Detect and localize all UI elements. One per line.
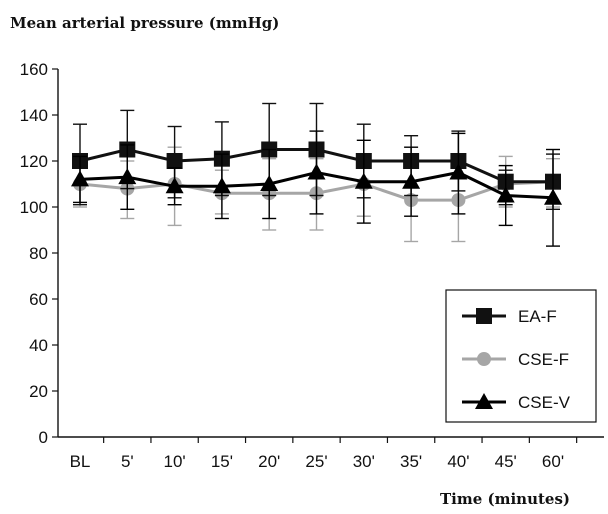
- legend-marker-ea-f: [476, 308, 492, 324]
- legend-marker-cse-v: [475, 393, 493, 409]
- cse-v-point: [402, 172, 421, 189]
- x-axis-title: Time (minutes): [440, 490, 570, 508]
- x-tick-label: 20': [258, 452, 280, 471]
- x-tick-label: 40': [447, 452, 469, 471]
- x-tick-label: 45': [495, 452, 517, 471]
- x-axis-ticks: BL 5' 10' 15' 20' 25' 30' 35' 40' 45' 60': [70, 437, 578, 471]
- y-tick-label: 100: [20, 198, 48, 217]
- cse-v-point: [260, 175, 279, 191]
- y-tick-label: 40: [29, 336, 48, 355]
- cse-v-point: [165, 177, 184, 194]
- x-tick-label: BL: [70, 452, 91, 471]
- x-tick-label: 60': [542, 452, 564, 471]
- cse-v-point: [71, 170, 89, 187]
- x-tick-label: 25': [305, 452, 327, 471]
- legend-label-cse-v: CSE-V: [518, 393, 571, 412]
- series-layer: [71, 102, 562, 247]
- legend-label-cse-f: CSE-F: [518, 350, 569, 369]
- y-axis-ticks: 0 20 40 60 80 100 120 140 160: [20, 60, 58, 447]
- y-tick-label: 120: [20, 152, 48, 171]
- ea-f-point: [166, 153, 183, 169]
- x-tick-label: 35': [400, 452, 422, 471]
- y-tick-label: 20: [29, 382, 48, 401]
- series-cse-v: [71, 130, 562, 247]
- y-tick-label: 0: [39, 428, 48, 447]
- x-tick-label: 5': [121, 452, 134, 471]
- legend-label-ea-f: EA-F: [518, 307, 557, 326]
- cse-v-point: [307, 163, 326, 180]
- legend: EA-F CSE-F CSE-V: [445, 289, 597, 423]
- x-tick-label: 10': [164, 452, 186, 471]
- legend-marker-cse-f: [477, 352, 491, 366]
- x-tick-label: 30': [353, 452, 375, 471]
- y-tick-label: 140: [20, 106, 48, 125]
- cse-v-point: [449, 163, 468, 180]
- cse-v-point: [354, 172, 373, 189]
- legend-box: [445, 289, 597, 423]
- cse-v-point: [118, 168, 137, 185]
- cse-v-point: [496, 186, 515, 203]
- x-tick-label: 15': [211, 452, 233, 471]
- y-tick-label: 60: [29, 290, 48, 309]
- y-tick-label: 80: [29, 244, 48, 263]
- cse-v-point: [544, 188, 562, 205]
- y-tick-label: 160: [20, 60, 48, 79]
- cse-v-point: [212, 177, 231, 194]
- y-axis-title: Mean arterial pressure (mmHg): [10, 14, 279, 32]
